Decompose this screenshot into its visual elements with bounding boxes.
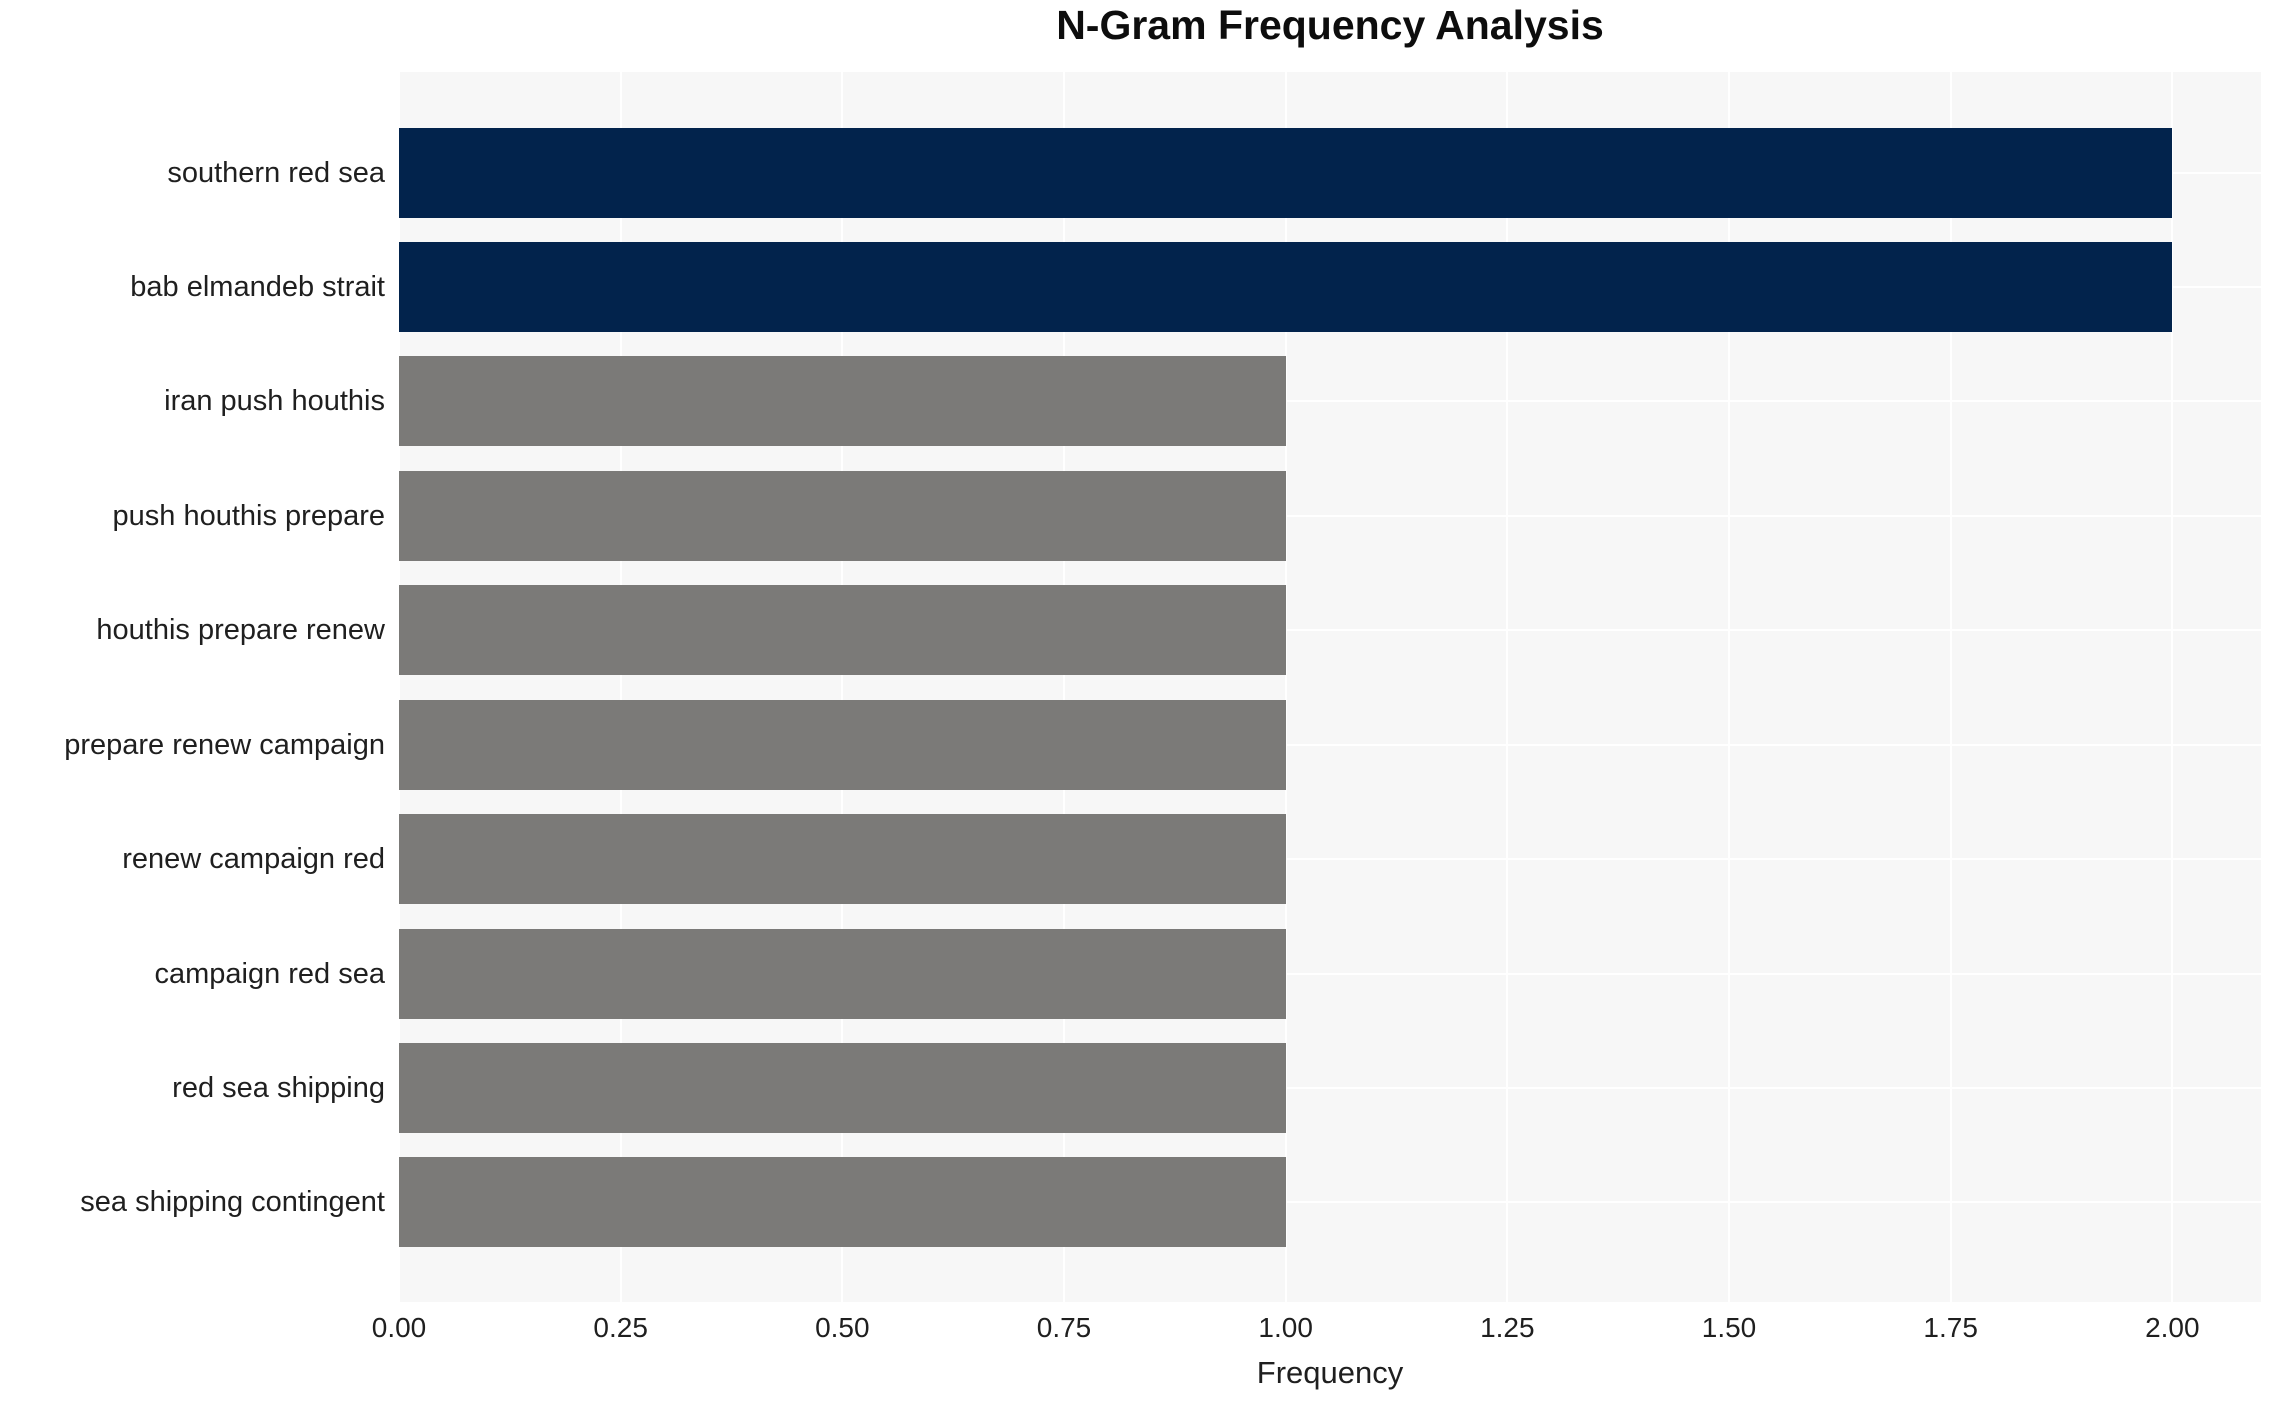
bar bbox=[399, 585, 1286, 676]
y-gridline bbox=[399, 743, 2261, 746]
x-gridline bbox=[1506, 72, 1509, 1302]
y-tick-label: renew campaign red bbox=[122, 843, 385, 876]
y-gridline bbox=[399, 972, 2261, 975]
x-gridline bbox=[619, 72, 622, 1302]
y-gridline bbox=[399, 858, 2261, 861]
y-tick-label: southern red sea bbox=[167, 156, 385, 189]
bar bbox=[399, 241, 2173, 332]
x-tick-label: 2.00 bbox=[2145, 1312, 2200, 1343]
y-gridline bbox=[399, 1201, 2261, 1204]
x-gridline bbox=[2171, 72, 2174, 1302]
x-tick-label: 0.75 bbox=[1036, 1312, 1092, 1343]
x-tick-label: 1.50 bbox=[1701, 1312, 1757, 1343]
bar bbox=[399, 699, 1286, 790]
x-gridline bbox=[1949, 72, 1952, 1302]
y-tick-label: bab elmandeb strait bbox=[130, 270, 385, 303]
bar bbox=[399, 814, 1286, 905]
y-tick-label: iran push houthis bbox=[164, 385, 385, 418]
y-gridline bbox=[399, 514, 2261, 517]
x-gridline bbox=[1728, 72, 1730, 1302]
y-tick-label: push houthis prepare bbox=[112, 499, 385, 532]
chart-title: N-Gram Frequency Analysis bbox=[1056, 2, 1604, 48]
y-gridline bbox=[399, 400, 2261, 403]
y-gridline bbox=[399, 629, 2261, 632]
x-tick-label: 0.50 bbox=[815, 1312, 870, 1343]
y-tick-label: sea shipping contingent bbox=[80, 1186, 385, 1219]
bar bbox=[399, 1043, 1286, 1134]
y-tick-label: prepare renew campaign bbox=[64, 728, 385, 761]
bar bbox=[399, 928, 1286, 1019]
x-tick-label: 1.75 bbox=[1923, 1312, 1978, 1343]
x-tick-label: 0.00 bbox=[371, 1312, 427, 1343]
x-tick-label: 0.25 bbox=[593, 1312, 648, 1343]
x-tick-label: 1.00 bbox=[1258, 1312, 1313, 1343]
x-gridline bbox=[1063, 72, 1065, 1302]
plot-area bbox=[398, 72, 2261, 1302]
bar bbox=[399, 356, 1286, 447]
x-tick-label: 1.25 bbox=[1480, 1312, 1535, 1343]
y-tick-label: houthis prepare renew bbox=[96, 614, 385, 647]
bar bbox=[399, 470, 1286, 561]
x-gridline bbox=[1284, 72, 1287, 1302]
x-gridline bbox=[841, 72, 844, 1302]
x-gridline bbox=[398, 72, 400, 1302]
y-tick-label: red sea shipping bbox=[172, 1072, 385, 1105]
bar bbox=[399, 127, 2173, 218]
y-gridline bbox=[399, 1087, 2261, 1090]
x-axis-label: Frequency bbox=[1256, 1355, 1404, 1390]
y-tick-label: campaign red sea bbox=[154, 957, 385, 990]
bar bbox=[399, 1157, 1286, 1248]
